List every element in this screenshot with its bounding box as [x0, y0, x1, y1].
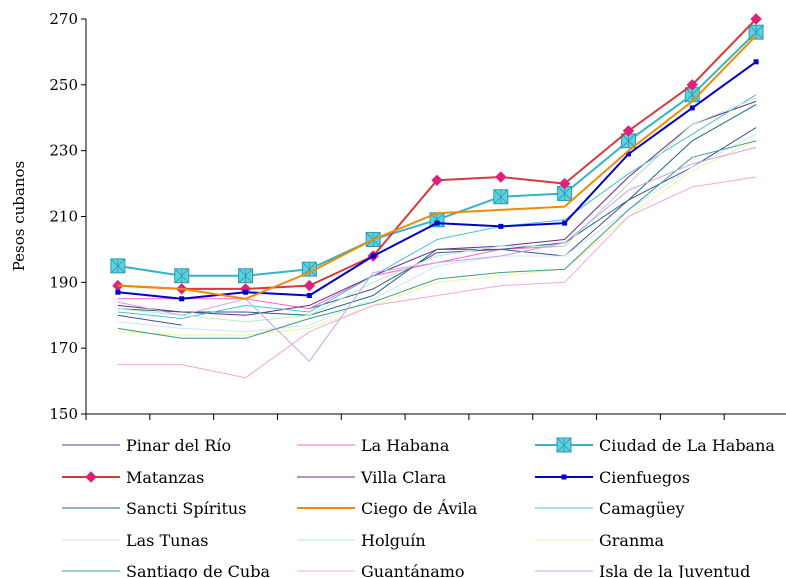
series-la-habana — [117, 100, 757, 310]
series-line — [117, 100, 757, 310]
data-point — [625, 151, 631, 157]
data-point — [750, 13, 762, 25]
legend-item-granma: Granma — [535, 531, 664, 550]
legend-item-villa-clara: Villa Clara — [297, 468, 447, 487]
data-point-cross — [556, 437, 572, 453]
series-line — [117, 140, 757, 336]
legend-item-guantanamo: Guantánamo — [297, 562, 465, 578]
series-villa-clara — [117, 100, 757, 316]
series-granma — [117, 140, 757, 336]
data-point-cross — [174, 268, 190, 284]
series-isla-de-la-juventud — [117, 146, 757, 362]
data-point — [622, 125, 635, 137]
legend-item-ciudad-de-la-habana: Ciudad de La Habana — [535, 436, 775, 455]
y-tick-label: 270 — [49, 10, 78, 28]
legend-item-cienfuegos: Cienfuegos — [535, 468, 690, 487]
series-camaguey — [117, 94, 757, 319]
legend-label: Camagüey — [599, 499, 685, 518]
data-point — [243, 289, 249, 295]
legend: Pinar del Río La Habana Ciudad de La Haban… — [62, 436, 775, 578]
data-point — [431, 174, 443, 186]
legend-item-las-tunas: Las Tunas — [62, 531, 209, 550]
legend-label: Guantánamo — [361, 562, 465, 578]
legend-label: Ciego de Ávila — [361, 498, 478, 518]
legend-label: Holguín — [361, 531, 426, 550]
series-line — [117, 94, 757, 319]
series-line — [117, 140, 757, 339]
data-point — [85, 471, 97, 483]
data-point — [495, 171, 507, 183]
legend-label: Granma — [599, 531, 664, 550]
data-point — [753, 59, 759, 65]
y-tick-label: 230 — [49, 142, 78, 160]
legend-label: Las Tunas — [126, 531, 209, 550]
series-sancti-spiritus — [117, 104, 757, 316]
series-line — [117, 133, 757, 333]
series-line — [117, 34, 757, 300]
data-point — [558, 177, 571, 190]
series-holguin — [117, 97, 757, 323]
data-point — [370, 253, 376, 259]
data-point-cross — [110, 258, 126, 274]
legend-item-matanzas: Matanzas — [62, 468, 204, 487]
data-point — [686, 79, 698, 91]
legend-item-ciego-de-avila: Ciego de Ávila — [297, 498, 478, 518]
y-tick-label: 170 — [49, 339, 78, 357]
y-tick-label: 150 — [49, 405, 78, 423]
series-ciego-de-avila — [117, 34, 757, 300]
legend-item-la-habana: La Habana — [297, 436, 450, 455]
legend-item-isla-de-la-juventud: Isla de la Juventud — [535, 562, 750, 578]
series-matanzas — [112, 13, 762, 295]
y-tick-label: 210 — [49, 208, 78, 226]
chart-axes: 150 170 190 210 230 250 270 — [49, 10, 786, 423]
legend-label: Cienfuegos — [599, 468, 690, 487]
legend-label: Isla de la Juventud — [599, 562, 750, 578]
legend-item-camaguey: Camagüey — [535, 499, 685, 518]
data-point — [115, 289, 121, 295]
legend-label: Ciudad de La Habana — [599, 436, 775, 455]
data-point-cross — [238, 268, 253, 284]
legend-label: Santiago de Cuba — [126, 562, 270, 578]
data-point — [434, 220, 440, 226]
legend-label: Pinar del Río — [126, 436, 231, 455]
y-tick-label: 250 — [49, 76, 78, 94]
legend-item-sancti-spiritus: Sancti Spíritus — [62, 499, 246, 518]
legend-item-holguin: Holguín — [297, 531, 426, 550]
series-line — [117, 146, 757, 362]
series-pinar-del-rio — [117, 127, 757, 326]
series-santiago-de-cuba — [117, 140, 757, 339]
series-las-tunas — [117, 133, 757, 333]
series-cienfuegos — [115, 59, 759, 302]
data-point — [306, 293, 312, 298]
data-point — [498, 223, 504, 229]
series-ciudad-de-la-habana — [110, 24, 764, 284]
legend-item-pinar-del-rio: Pinar del Río — [62, 436, 231, 455]
legend-label: Matanzas — [126, 468, 204, 487]
series-line — [117, 127, 757, 326]
series-guantanamo — [117, 176, 757, 379]
legend-label: Villa Clara — [360, 468, 447, 487]
data-point — [689, 105, 695, 111]
series-line — [117, 176, 757, 379]
series-line — [117, 100, 757, 316]
data-point — [179, 296, 185, 302]
legend-item-santiago-de-cuba: Santiago de Cuba — [62, 562, 270, 578]
series-line — [117, 104, 757, 316]
plot-area — [110, 13, 764, 379]
data-point — [562, 220, 568, 226]
data-point-cross — [493, 189, 509, 205]
legend-label: La Habana — [361, 436, 450, 455]
legend-label: Sancti Spíritus — [126, 499, 246, 518]
data-point — [303, 279, 316, 292]
y-tick-label: 190 — [49, 273, 78, 291]
series-line — [117, 97, 757, 323]
y-axis-label: Pesos cubanos — [10, 161, 28, 272]
data-point — [561, 474, 567, 480]
